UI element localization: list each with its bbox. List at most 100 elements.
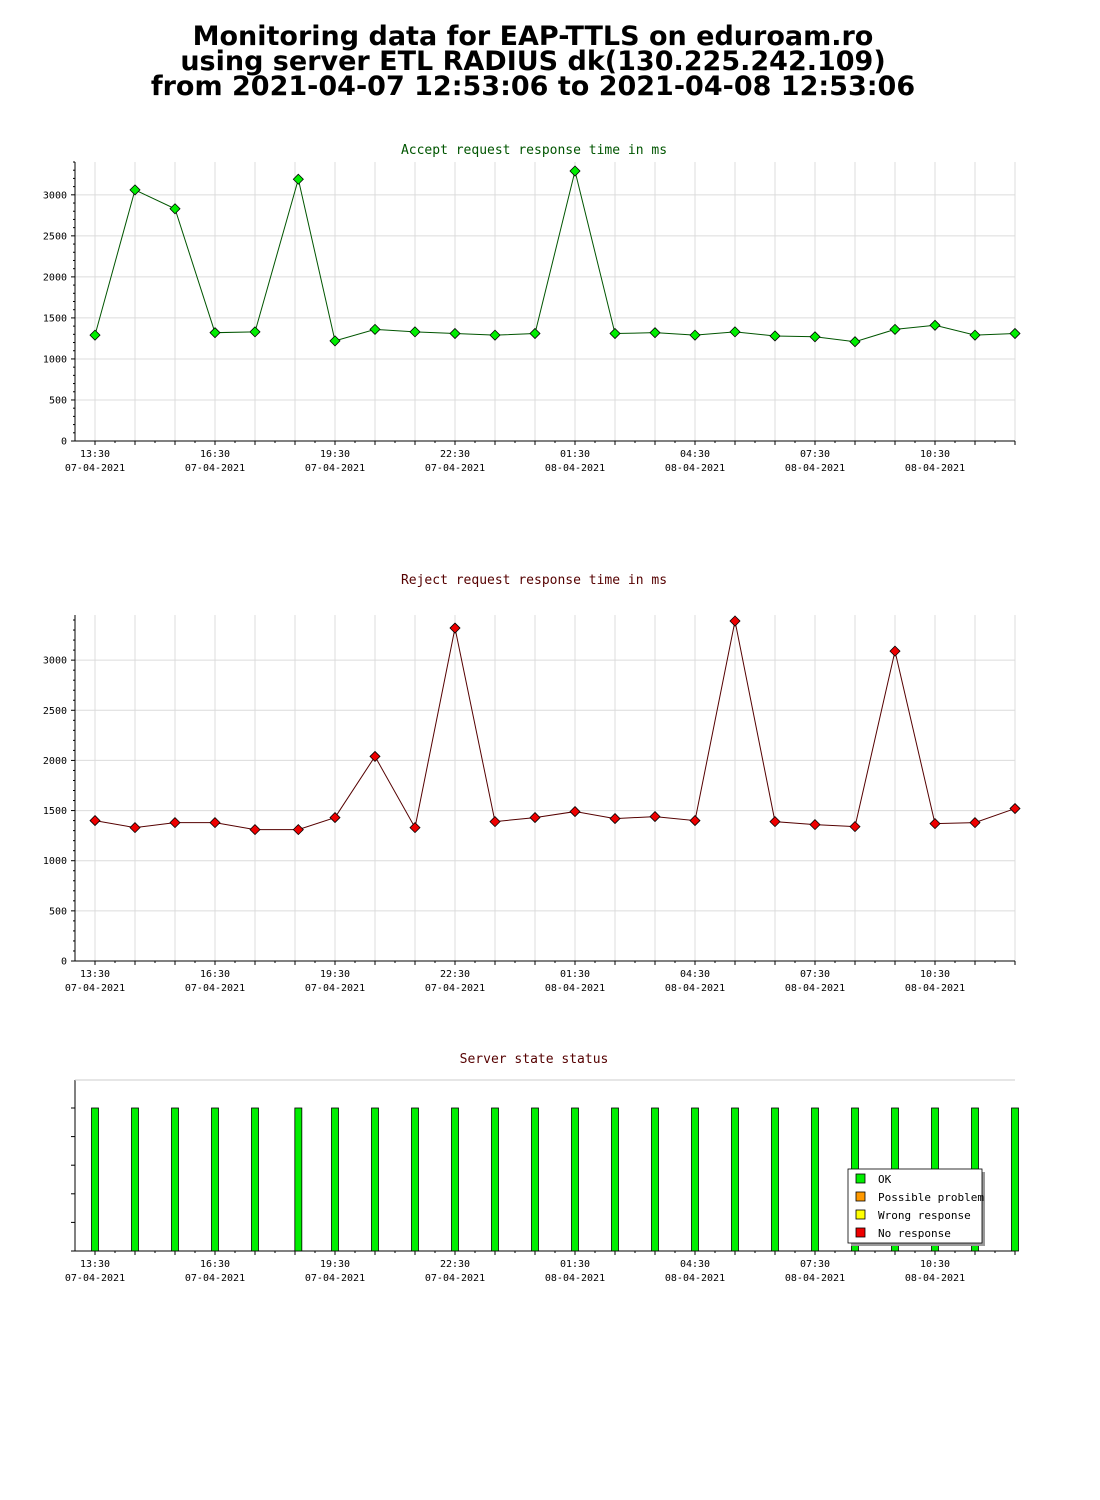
- data-point: [929, 319, 941, 331]
- data-point: [1009, 327, 1021, 340]
- data-point: [209, 327, 221, 339]
- data-point: [369, 323, 381, 335]
- status-bar: [1011, 1107, 1019, 1252]
- legend-swatch: [855, 1191, 866, 1202]
- x-tick-label-date: 07-04-2021: [65, 1273, 125, 1284]
- y-tick-label: 500: [49, 906, 67, 917]
- data-point: [849, 336, 861, 348]
- data-point: [729, 615, 741, 627]
- title-line-server: using server ETL RADIUS dk(130.225.242.1…: [180, 46, 886, 77]
- title-line-service: Monitoring data for EAP-TTLS on eduroam.…: [192, 21, 874, 52]
- data-point: [529, 812, 541, 824]
- x-tick-label-time: 01:30: [560, 449, 590, 460]
- legend-label: No response: [878, 1227, 951, 1240]
- x-tick-label-date: 08-04-2021: [785, 983, 845, 994]
- data-point: [609, 327, 621, 340]
- x-tick-label-date: 07-04-2021: [425, 1273, 485, 1284]
- data-point: [609, 813, 621, 825]
- x-tick-label-time: 16:30: [200, 449, 230, 460]
- status-bar: [91, 1107, 99, 1252]
- legend-label: Possible problem: [878, 1191, 984, 1204]
- data-point: [292, 824, 304, 836]
- y-tick-label: 2500: [43, 231, 67, 242]
- x-tick-label-time: 22:30: [440, 1259, 470, 1270]
- status-bar: [571, 1107, 579, 1252]
- data-point: [649, 811, 661, 823]
- x-tick-label-date: 08-04-2021: [665, 983, 725, 994]
- x-tick-label-time: 10:30: [920, 1259, 950, 1270]
- x-tick-label-date: 08-04-2021: [905, 983, 965, 994]
- x-tick-label-date: 08-04-2021: [785, 1273, 845, 1284]
- y-tick-label: 1500: [43, 313, 67, 324]
- y-tick-label: 1500: [43, 806, 67, 817]
- x-tick-label-time: 19:30: [320, 449, 350, 460]
- data-point: [409, 326, 421, 338]
- x-tick-label-time: 22:30: [440, 969, 470, 980]
- data-point: [649, 327, 661, 339]
- status-bar: [611, 1107, 619, 1252]
- x-tick-label-date: 07-04-2021: [65, 983, 125, 994]
- data-point: [569, 806, 581, 818]
- data-point: [769, 330, 781, 342]
- x-tick-label-date: 07-04-2021: [425, 983, 485, 994]
- page-title: Monitoring data for EAP-TTLS on eduroam.…: [0, 21, 1066, 102]
- y-tick-label: 2500: [43, 706, 67, 717]
- status-bar: [451, 1107, 459, 1252]
- x-tick-label-date: 07-04-2021: [305, 983, 365, 994]
- chart-title: Accept request response time in ms: [401, 143, 667, 158]
- data-point: [292, 173, 304, 185]
- data-point: [569, 165, 581, 177]
- data-point: [449, 327, 461, 340]
- x-tick-label-date: 07-04-2021: [65, 463, 125, 474]
- x-tick-label-time: 01:30: [560, 1259, 590, 1270]
- status-bar: [251, 1107, 259, 1252]
- y-tick-label: 1000: [43, 354, 67, 365]
- x-tick-label-date: 08-04-2021: [545, 1273, 605, 1284]
- data-point: [769, 816, 781, 828]
- data-point: [969, 817, 981, 829]
- x-tick-label-time: 16:30: [200, 969, 230, 980]
- data-point: [129, 184, 141, 196]
- y-tick-label: 2000: [43, 272, 67, 283]
- status-bar: [491, 1107, 499, 1252]
- status-bar: [171, 1107, 179, 1252]
- x-tick-label-date: 07-04-2021: [185, 983, 245, 994]
- x-tick-label-time: 07:30: [800, 969, 830, 980]
- x-tick-label-date: 08-04-2021: [545, 463, 605, 474]
- data-point: [169, 817, 181, 829]
- data-point: [969, 329, 981, 341]
- data-point: [729, 326, 741, 338]
- data-point: [329, 335, 341, 347]
- x-tick-label-time: 07:30: [800, 1259, 830, 1270]
- data-point: [889, 323, 901, 335]
- y-tick-label: 3000: [43, 656, 67, 667]
- x-tick-label-date: 08-04-2021: [905, 1273, 965, 1284]
- y-tick-label: 1000: [43, 856, 67, 867]
- status-bar: [411, 1107, 419, 1252]
- x-tick-label-date: 08-04-2021: [785, 463, 845, 474]
- data-point: [249, 824, 261, 836]
- data-point: [689, 329, 701, 341]
- legend-label: Wrong response: [878, 1209, 971, 1222]
- data-point: [489, 816, 501, 828]
- y-tick-label: 500: [49, 395, 67, 406]
- reject-response-chart: Reject request response time in ms 0 500 10…: [43, 573, 1021, 994]
- status-bar: [531, 1107, 539, 1252]
- status-bar: [331, 1107, 339, 1252]
- x-tick-label-date: 07-04-2021: [185, 1273, 245, 1284]
- x-tick-label-time: 01:30: [560, 969, 590, 980]
- status-bar: [651, 1107, 659, 1252]
- legend-box: [847, 1168, 983, 1244]
- y-tick-label: 2000: [43, 756, 67, 767]
- x-tick-label-date: 07-04-2021: [305, 463, 365, 474]
- x-tick-label-time: 07:30: [800, 449, 830, 460]
- x-tick-label-date: 07-04-2021: [425, 463, 485, 474]
- title-line-range: from 2021-04-07 12:53:06 to 2021-04-08 1…: [150, 71, 916, 102]
- legend-swatch: [855, 1209, 866, 1220]
- legend-label: OK: [878, 1173, 892, 1186]
- data-point: [409, 822, 421, 834]
- x-tick-label-time: 19:30: [320, 1259, 350, 1270]
- x-tick-label-time: 19:30: [320, 969, 350, 980]
- status-bar: [691, 1107, 699, 1252]
